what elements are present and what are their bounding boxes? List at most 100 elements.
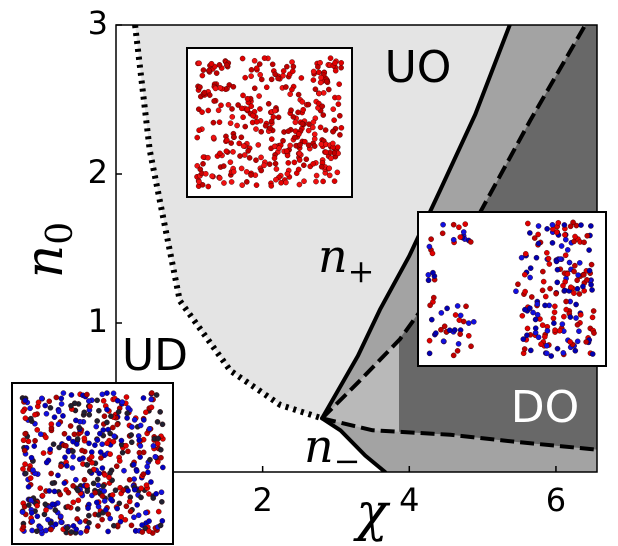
inset-bead [79,447,85,454]
inset-bead [257,71,263,78]
inset-bead [460,229,467,235]
inset-bead [301,178,307,185]
inset-bead [552,327,558,333]
inset-bead [158,454,164,461]
inset-bead [313,172,320,179]
inset-bead [573,315,579,321]
inset-bead [99,493,106,499]
inset-bead [337,132,343,138]
inset-bead [318,141,325,148]
inset-bead [515,281,521,288]
inset-bead [22,431,28,437]
inset-bead [566,259,573,266]
inset-bead [532,325,539,332]
inset-bead [52,521,59,528]
inset-bead [111,433,117,439]
inset-bead [244,106,251,113]
inset-bead [467,239,474,245]
inset-bead [576,291,583,297]
inset-bead [86,411,93,418]
inset-bead [127,508,134,515]
inset-bead [244,179,250,185]
y-axis-label: n0 [15,222,81,278]
inset-bead [576,260,583,266]
inset-bead [240,92,246,99]
inset-bead [534,301,541,307]
inset-bead [200,161,206,167]
inset-bead [216,119,223,125]
inset-bead [450,352,457,359]
inset-bead [97,430,103,437]
inset-bead [63,443,69,449]
inset-bead [542,293,549,300]
inset-bead [317,79,324,86]
region-label: DO [511,382,580,433]
inset-bead [223,148,230,155]
inset-bead [75,487,81,494]
inset-bead [561,222,568,228]
inset-bead [88,454,95,460]
inset-bead [562,232,568,238]
inset-bead [242,123,249,130]
inset-bead [212,85,219,92]
inset-bead [248,66,255,73]
inset-bead [146,426,153,432]
inset-bead [225,101,232,108]
inset-bead [426,350,433,357]
inset-bead [150,495,157,501]
inset-bead [136,449,143,456]
inset-bead [457,234,464,240]
inset-bead [572,233,578,240]
inset-bead [239,182,245,188]
inset-bead [86,398,92,404]
inset-bead [430,294,437,301]
inset-bead [258,154,264,161]
inset-bead [535,334,542,341]
inset-bead [567,223,574,230]
inset-image [186,47,353,198]
inset-bead [428,236,434,242]
inset-bead [560,282,566,289]
y-tick-label: 3 [88,4,108,42]
inset-bead [273,166,280,172]
inset-bead [330,106,337,112]
inset-bead [563,306,570,313]
inset-bead [86,440,92,447]
inset-bead [99,516,105,523]
inset-bead [465,320,472,326]
inset-bead [248,73,254,79]
inset-bead [556,327,563,334]
curve-label-main: n [318,229,348,283]
inset-bead [148,390,155,396]
inset-bead [100,398,107,404]
inset-bead [115,409,122,415]
inset-bead [128,432,134,438]
inset-bead [246,155,253,161]
inset-bead [121,467,127,474]
inset-bead [107,515,113,522]
inset-bead [55,421,62,428]
inset-bead [94,397,100,404]
inset-bead [238,165,245,172]
inset-bead [51,488,58,495]
inset-bead [238,105,245,112]
inset-bead [236,140,242,147]
inset-bead [331,178,338,184]
inset-bead [47,404,54,411]
inset-bead [142,525,149,532]
inset-bead [95,512,102,518]
inset-bead [283,84,289,90]
inset-bead [540,268,546,275]
inset-bead [105,528,111,535]
inset-bead [19,509,26,515]
inset-bead [468,343,474,350]
inset-bead [550,315,557,322]
inset-bead [567,314,574,320]
inset-bead [32,411,38,418]
inset-bead [99,391,106,398]
inset-bead [450,236,457,243]
inset-bead [296,181,303,188]
inset-bead [22,397,29,404]
inset-bead [21,447,28,454]
inset-bead [273,176,279,183]
